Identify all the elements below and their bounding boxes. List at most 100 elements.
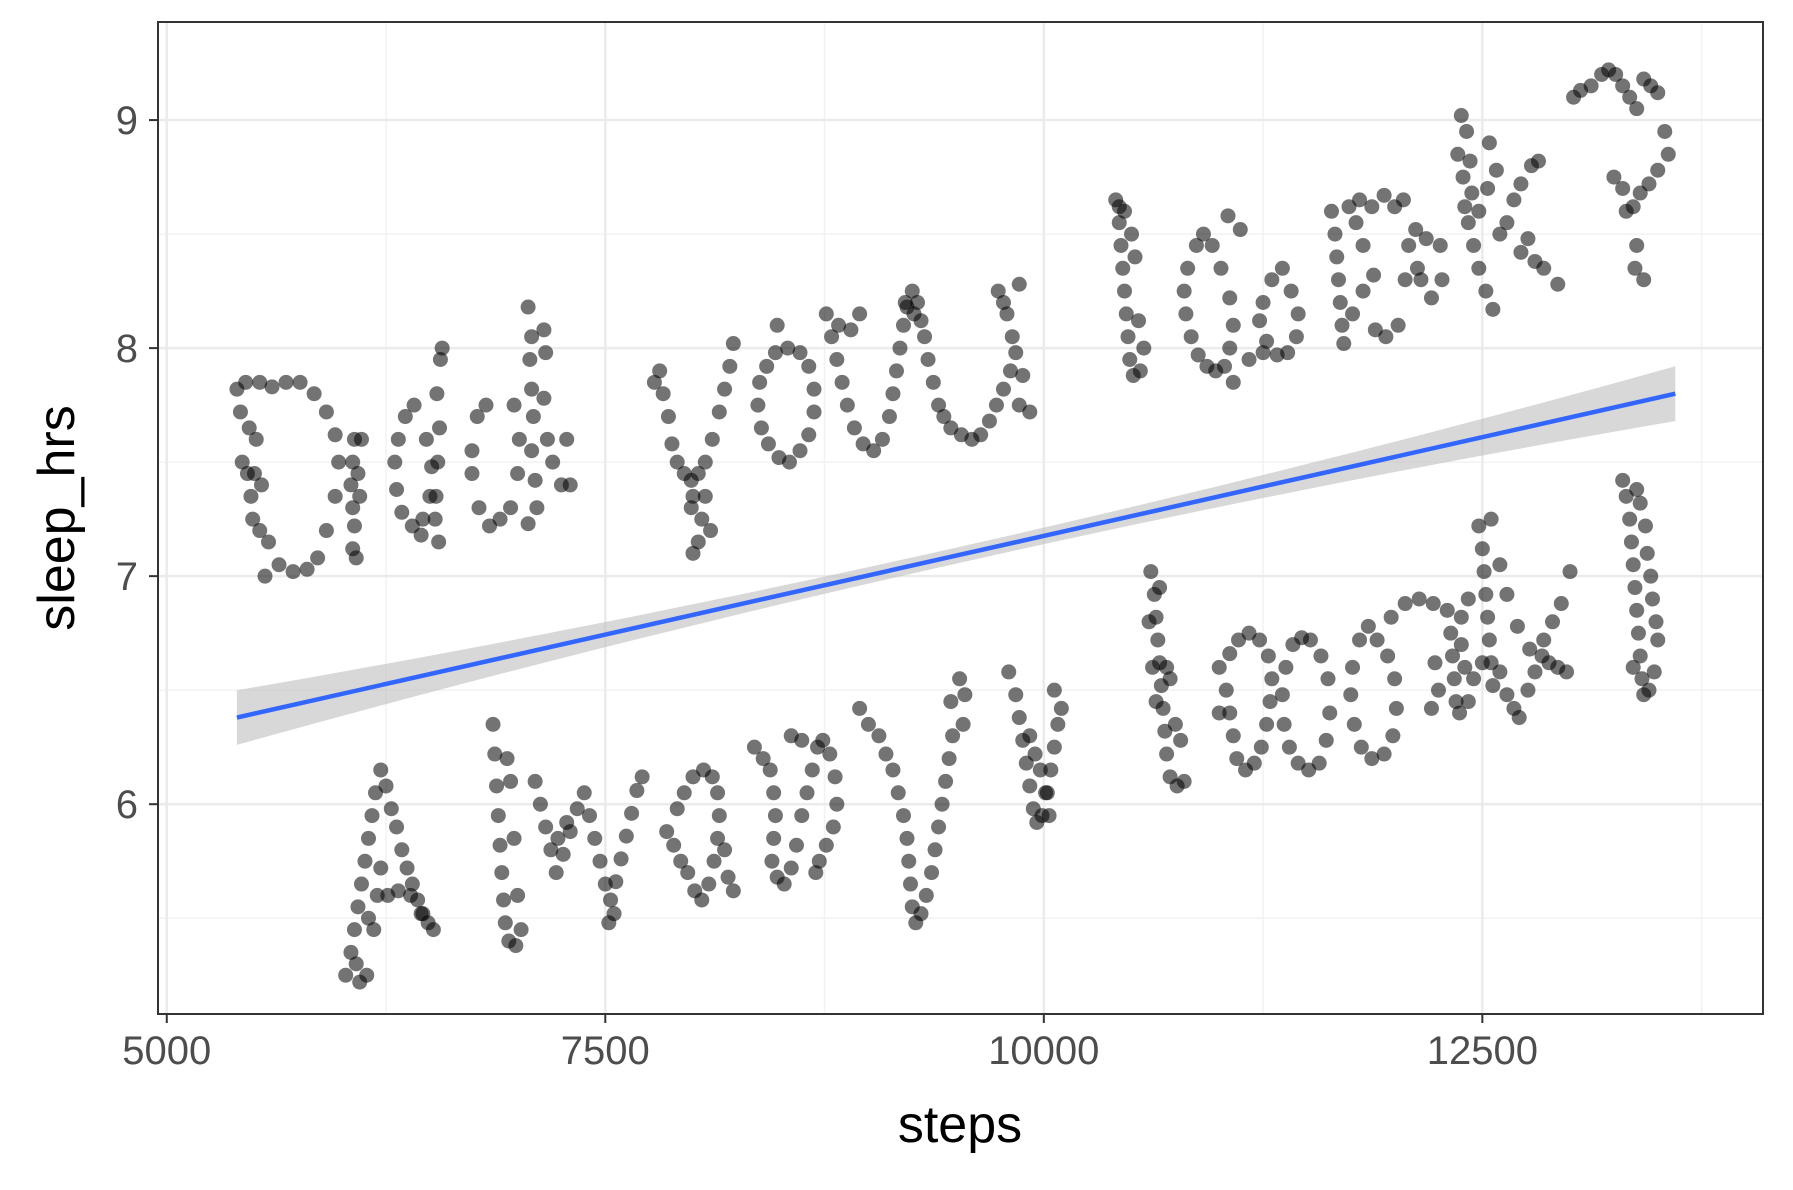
data-point: [1343, 687, 1359, 703]
data-point: [767, 808, 783, 824]
data-point: [710, 830, 726, 846]
data-point: [364, 808, 380, 824]
data-point: [1478, 586, 1494, 602]
data-point: [1644, 591, 1660, 607]
data-point: [995, 294, 1011, 310]
data-point: [766, 785, 782, 801]
data-point: [1190, 347, 1206, 363]
data-point: [1355, 237, 1371, 253]
data-point: [704, 431, 720, 447]
data-point: [903, 876, 919, 892]
data-point: [1408, 222, 1424, 238]
regression-line: [236, 391, 1676, 720]
data-point: [1520, 682, 1536, 698]
data-point: [825, 819, 841, 835]
data-point: [720, 869, 736, 885]
data-point: [413, 906, 429, 922]
data-point: [834, 374, 850, 390]
data-point: [1506, 192, 1522, 208]
data-point: [1127, 249, 1143, 265]
data-point: [792, 345, 808, 361]
x-tick-label: 12500: [1427, 1029, 1538, 1073]
data-point: [406, 397, 422, 413]
data-point: [1411, 591, 1427, 607]
data-point: [1397, 272, 1413, 288]
data-point: [469, 409, 485, 425]
data-point: [890, 785, 906, 801]
data-point: [1629, 481, 1645, 497]
data-point: [1117, 203, 1133, 219]
data-point: [1513, 176, 1529, 192]
points-layer: [229, 62, 1676, 990]
data-point: [345, 500, 361, 516]
data-point: [413, 527, 429, 543]
data-point: [404, 876, 420, 892]
data-point: [1041, 808, 1057, 824]
data-point: [892, 340, 908, 356]
data-point: [806, 381, 822, 397]
data-point: [524, 329, 540, 345]
data-point: [1264, 272, 1280, 288]
data-point: [1173, 732, 1189, 748]
data-point: [1660, 146, 1676, 162]
data-point: [1480, 609, 1496, 625]
data-point: [1646, 664, 1662, 680]
data-point: [1232, 222, 1248, 238]
data-point: [1457, 659, 1473, 675]
data-point: [1222, 646, 1238, 662]
data-point: [389, 819, 405, 835]
data-point: [1159, 746, 1175, 762]
data-point: [487, 746, 503, 762]
data-point: [499, 751, 515, 767]
data-point: [885, 386, 901, 402]
data-point: [520, 516, 536, 532]
data-point: [1345, 659, 1361, 675]
data-point: [711, 404, 727, 420]
data-point: [1615, 78, 1631, 94]
data-point: [1141, 614, 1157, 630]
data-point: [1530, 153, 1546, 169]
data-point: [1427, 655, 1443, 671]
data-point: [569, 801, 585, 817]
data-point: [1276, 716, 1292, 732]
data-point: [824, 329, 840, 345]
data-point: [318, 404, 334, 420]
data-point: [1113, 237, 1129, 253]
data-point: [1320, 671, 1336, 687]
data-point: [852, 306, 868, 322]
data-point: [703, 523, 719, 539]
data-point: [1241, 352, 1257, 368]
data-point: [1460, 215, 1476, 231]
data-point: [1046, 682, 1062, 698]
data-point: [471, 500, 487, 516]
data-point: [957, 687, 973, 703]
data-point: [353, 876, 369, 892]
data-point: [806, 404, 822, 420]
data-point: [652, 363, 668, 379]
data-point: [1559, 664, 1575, 680]
data-point: [1027, 746, 1043, 762]
data-point: [913, 906, 929, 922]
data-point: [1511, 710, 1527, 726]
data-point: [492, 837, 508, 853]
data-point: [360, 830, 376, 846]
data-point: [1148, 694, 1164, 710]
data-point: [694, 892, 710, 908]
data-point: [924, 865, 940, 881]
data-point: [360, 910, 376, 926]
data-point: [522, 352, 538, 368]
data-point: [1162, 671, 1178, 687]
data-point: [1606, 169, 1622, 185]
data-point: [346, 518, 362, 534]
data-point: [955, 716, 971, 732]
data-point: [906, 306, 922, 322]
data-point: [794, 808, 810, 824]
data-point: [1255, 345, 1271, 361]
data-point: [1355, 283, 1371, 299]
data-point: [710, 785, 726, 801]
data-point: [1262, 694, 1278, 710]
data-point: [1346, 716, 1362, 732]
data-point: [1446, 671, 1462, 687]
data-point: [432, 420, 448, 436]
data-point: [767, 345, 783, 361]
